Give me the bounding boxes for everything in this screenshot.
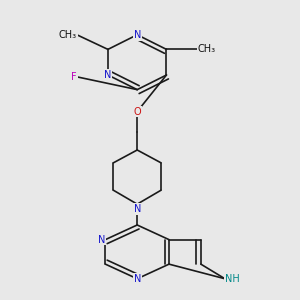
Text: CH₃: CH₃: [198, 44, 216, 54]
Text: N: N: [134, 204, 141, 214]
Text: F: F: [71, 72, 77, 82]
Text: NH: NH: [225, 274, 240, 284]
Text: N: N: [98, 235, 105, 244]
Text: N: N: [104, 70, 112, 80]
Text: CH₃: CH₃: [59, 30, 77, 40]
Text: N: N: [134, 30, 141, 40]
Text: O: O: [134, 106, 141, 117]
Text: N: N: [134, 274, 141, 284]
